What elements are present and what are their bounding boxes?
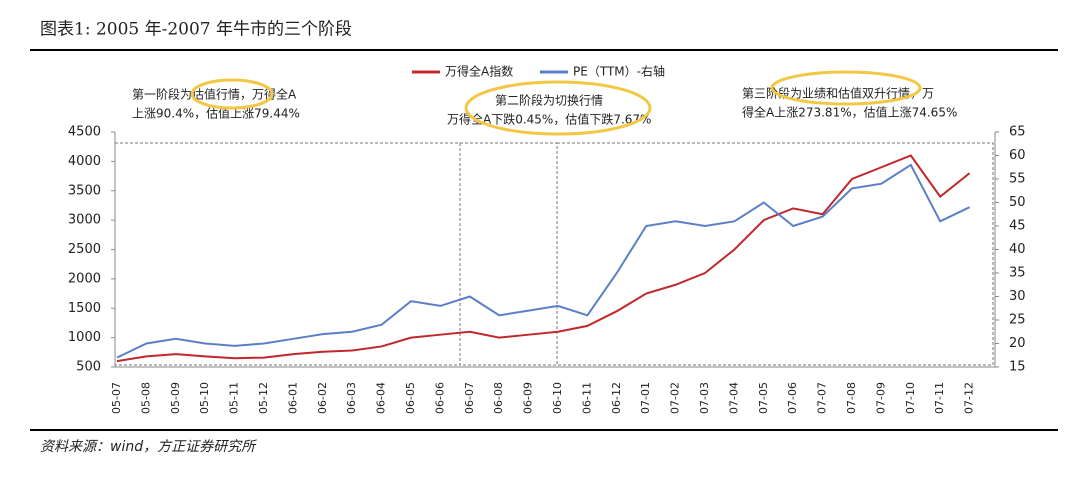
x-tick-label: 05-12 [257,382,270,414]
x-tick-label: 06-10 [551,382,564,414]
x-tick-label: 05-11 [228,382,241,414]
x-tick-label: 07-08 [845,382,858,414]
y-tick-label: 3500 [68,183,101,198]
y2-tick-label: 30 [1009,289,1026,304]
x-tick-label: 06-02 [316,382,329,414]
y2-tick-label: 55 [1009,172,1026,187]
x-tick-label: 05-07 [110,382,123,414]
legend-label: 万得全A指数 [445,64,513,79]
x-tick-label: 07-02 [669,382,682,414]
x-tick-label: 06-11 [580,382,593,414]
source: 资料来源：wind，方正证券研究所 [40,439,257,455]
highlight [464,80,652,136]
x-tick-label: 05-08 [139,382,152,414]
x-tick-label: 06-01 [286,382,299,414]
x-tick-label: 06-06 [433,382,446,414]
x-tick-label: 05-09 [169,382,182,414]
annotation: 得全A上涨273.81%，估值上涨74.65% [742,105,957,120]
x-tick-label: 07-11 [933,382,946,414]
x-tick-label: 06-08 [492,382,505,414]
y2-tick-label: 50 [1009,195,1026,210]
phase-box [114,142,461,366]
highlight [190,78,274,110]
y2-tick-label: 25 [1009,313,1026,328]
x-tick-label: 07-12 [963,382,976,414]
x-tick-label: 07-05 [757,382,770,414]
legend-label: PE（TTM）-右轴 [573,64,665,79]
y2-tick-label: 60 [1009,148,1026,163]
series-line [116,154,971,363]
x-tick-label: 07-01 [639,382,652,414]
x-tick-label: 05-10 [198,382,211,414]
x-tick-label: 07-03 [698,382,711,414]
y-tick-label: 500 [76,360,101,375]
annotation: 第二阶段为切换行情 [495,93,603,108]
y-tick-label: 2000 [68,271,101,286]
highlight [770,70,922,106]
x-tick-label: 06-12 [610,382,623,414]
y2-tick-label: 20 [1009,336,1026,351]
x-tick-label: 06-07 [463,382,476,414]
y-tick-label: 4500 [68,125,101,140]
y-tick-label: 3000 [68,213,101,228]
annotation: 第一阶段为估值行情，万得全A [132,87,297,102]
annotation: 上涨90.4%，估值上涨79.44% [132,106,300,121]
x-tick-label: 07-04 [727,382,740,414]
annotation: 第三阶段为业绩和估值双升行情，万 [742,86,934,101]
x-tick-label: 07-10 [904,382,917,414]
x-tick-label: 06-09 [522,382,535,414]
y2-tick-label: 45 [1009,219,1026,234]
phase-box [556,142,994,366]
x-tick-label: 06-04 [375,382,388,414]
annotation: 万得全A下跌0.45%，估值下跌7.67% [447,112,651,127]
y-tick-label: 1500 [68,301,101,316]
chart-title: 图表1: 2005 年-2007 年牛市的三个阶段 [40,20,352,40]
y-tick-label: 2500 [68,242,101,257]
y2-tick-label: 65 [1009,125,1026,140]
y-tick-label: 1000 [68,330,101,345]
x-tick-label: 06-05 [404,382,417,414]
x-tick-label: 07-07 [816,382,829,414]
series-line [116,163,971,359]
y2-tick-label: 15 [1009,360,1026,375]
x-tick-label: 07-06 [786,382,799,414]
x-tick-label: 07-09 [874,382,887,414]
y-tick-label: 4000 [68,154,101,169]
y2-tick-label: 40 [1009,242,1026,257]
y2-tick-label: 35 [1009,266,1026,281]
x-tick-label: 06-03 [345,382,358,414]
